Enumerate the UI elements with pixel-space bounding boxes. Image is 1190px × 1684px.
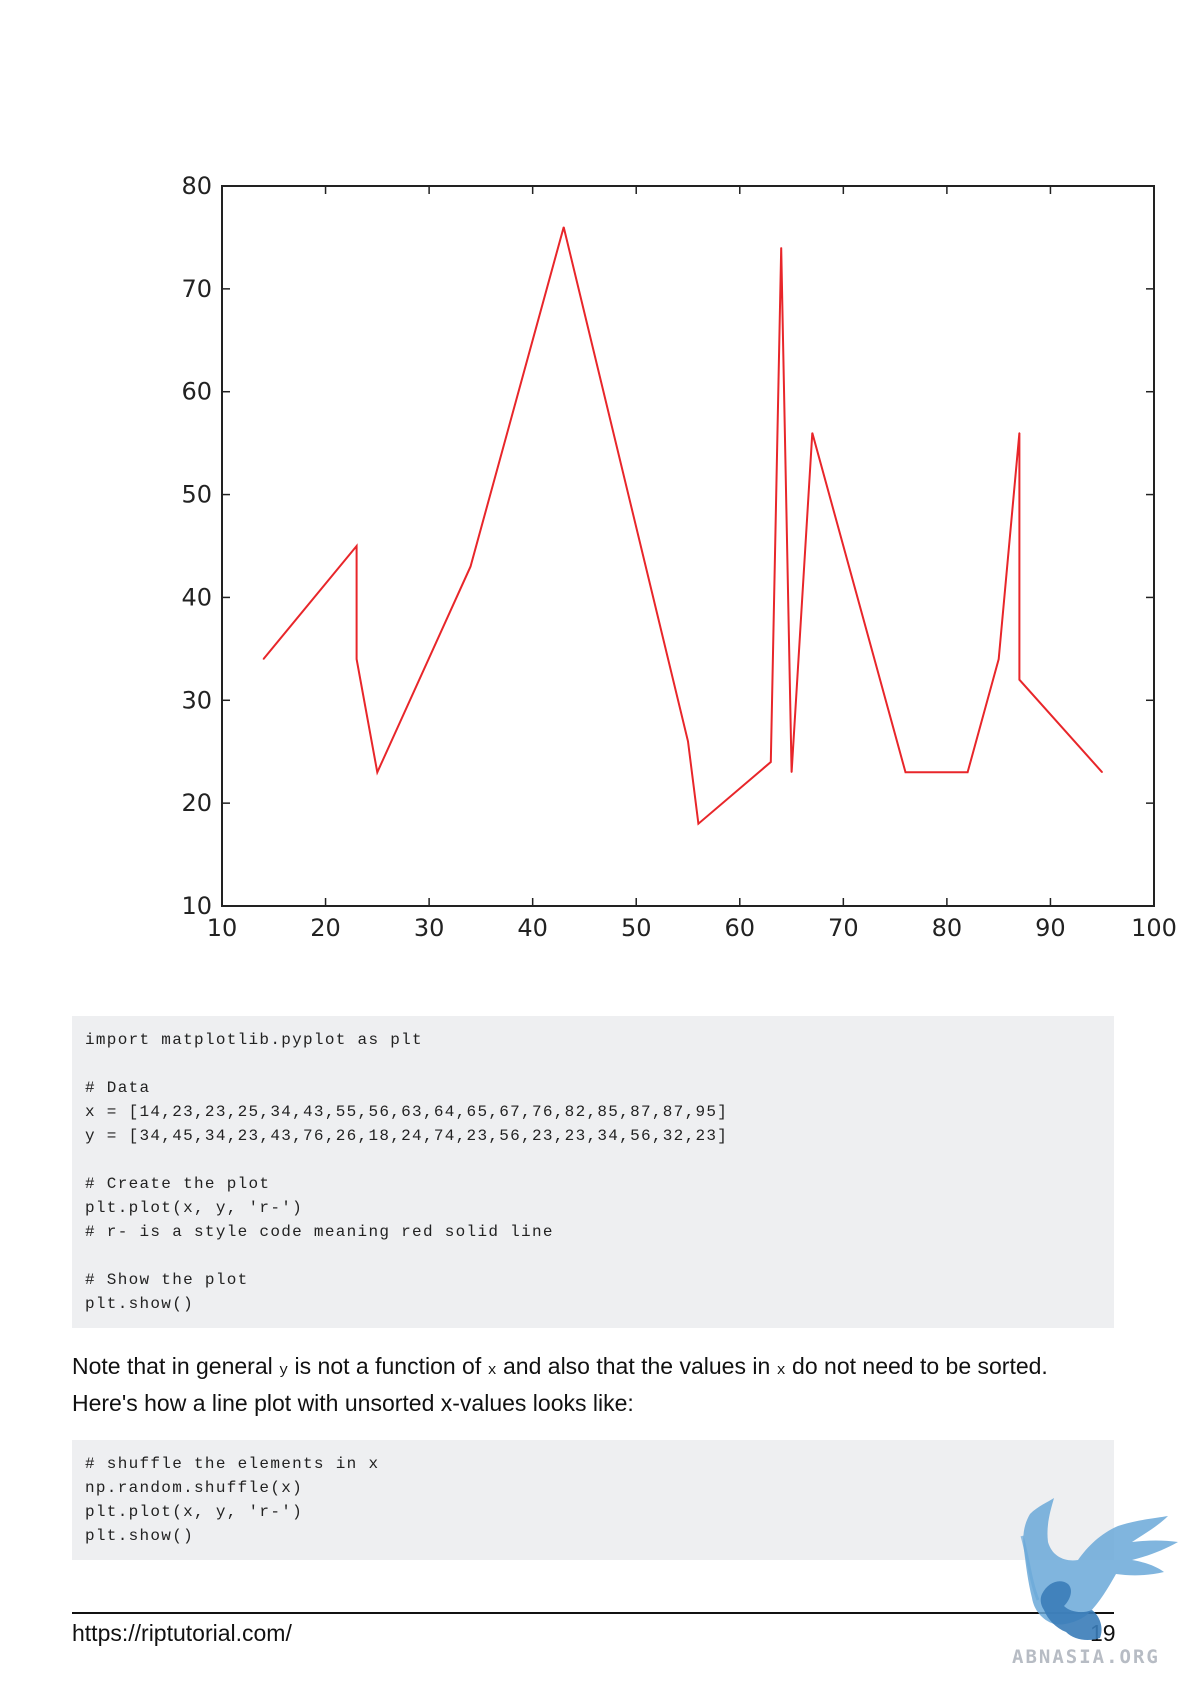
x-tick-label: 90 bbox=[1035, 914, 1066, 942]
line-chart: 10 20 30 40 50 60 70 80 90 100 10 20 30 40 50 60 70 80 bbox=[181, 172, 1177, 942]
x-tick-label: 60 bbox=[725, 914, 756, 942]
data-point bbox=[469, 565, 472, 568]
note-paragraph: Note that in general y is not a function… bbox=[72, 1350, 1132, 1419]
y-tick-label: 10 bbox=[181, 892, 212, 920]
data-point bbox=[563, 226, 565, 228]
data-point bbox=[998, 658, 1000, 660]
data-point bbox=[967, 771, 969, 773]
data-point bbox=[262, 658, 265, 660]
data-point bbox=[1018, 679, 1020, 681]
data-point bbox=[687, 740, 689, 743]
y-tick-label: 70 bbox=[181, 275, 212, 303]
x-tick-label: 30 bbox=[414, 914, 445, 942]
data-point bbox=[697, 823, 699, 825]
note-line-1: Note that in general y is not a function… bbox=[72, 1353, 1048, 1379]
code-line: plt.show() bbox=[85, 1527, 195, 1545]
y-tick-label: 20 bbox=[181, 789, 212, 817]
data-point bbox=[904, 771, 907, 773]
x-tick-label: 40 bbox=[517, 914, 548, 942]
series-line bbox=[262, 226, 1103, 826]
griffin-logo-icon bbox=[1020, 1498, 1178, 1640]
code-line: y = [34,45,34,23,43,76,26,18,24,74,23,56… bbox=[85, 1127, 729, 1145]
note-line-2: Here's how a line plot with unsorted x-v… bbox=[72, 1390, 634, 1416]
x-tick-label: 50 bbox=[621, 914, 652, 942]
code-block-shuffle: # shuffle the elements in x np.random.shu… bbox=[72, 1440, 1114, 1560]
data-point bbox=[1101, 771, 1103, 773]
inline-code-y: y bbox=[279, 1362, 289, 1379]
code-line: import matplotlib.pyplot as plt bbox=[85, 1031, 423, 1049]
code-line: # Show the plot bbox=[85, 1271, 249, 1289]
code-line bbox=[85, 1244, 1101, 1268]
code-line: # shuffle the elements in x bbox=[85, 1455, 380, 1473]
x-tick-label: 20 bbox=[310, 914, 341, 942]
y-tick-label: 40 bbox=[181, 583, 212, 611]
y-tick-label: 50 bbox=[181, 481, 212, 509]
data-point bbox=[780, 247, 782, 249]
x-tick-label: 70 bbox=[828, 914, 859, 942]
code-line: x = [14,23,23,25,34,43,55,56,63,64,65,67… bbox=[85, 1103, 729, 1121]
x-tick-label: 100 bbox=[1131, 914, 1177, 942]
watermark-text: ABNASIA.ORG bbox=[1012, 1646, 1160, 1668]
y-tick-label: 80 bbox=[181, 172, 212, 200]
inline-code-x: x bbox=[776, 1362, 786, 1379]
code-line: # Data bbox=[85, 1079, 151, 1097]
data-point bbox=[376, 771, 378, 773]
y-tick-label: 60 bbox=[181, 378, 212, 406]
code-line: # r- is a style code meaning red solid l… bbox=[85, 1223, 554, 1241]
x-tick-label: 10 bbox=[207, 914, 238, 942]
code-line: plt.plot(x, y, 'r-') bbox=[85, 1503, 304, 1521]
code-block-plot: import matplotlib.pyplot as plt # Data x =… bbox=[72, 1016, 1114, 1328]
code-line bbox=[85, 1148, 1101, 1172]
code-line bbox=[85, 1052, 1101, 1076]
code-line: np.random.shuffle(x) bbox=[85, 1479, 304, 1497]
data-point bbox=[356, 658, 358, 660]
data-point bbox=[1018, 432, 1020, 434]
x-tick-label: 80 bbox=[932, 914, 963, 942]
footer-divider bbox=[72, 1612, 1114, 1614]
plot-frame bbox=[221, 185, 1155, 907]
data-point bbox=[811, 432, 813, 434]
code-line: plt.plot(x, y, 'r-') bbox=[85, 1199, 304, 1217]
data-point bbox=[356, 545, 358, 547]
y-tick-label: 30 bbox=[181, 686, 212, 714]
inline-code-x: x bbox=[487, 1362, 497, 1379]
code-line: # Create the plot bbox=[85, 1175, 271, 1193]
code-line: plt.show() bbox=[85, 1295, 195, 1313]
data-point bbox=[790, 771, 793, 773]
data-point bbox=[770, 761, 772, 763]
footer-url-link[interactable]: https://riptutorial.com/ bbox=[72, 1620, 292, 1646]
